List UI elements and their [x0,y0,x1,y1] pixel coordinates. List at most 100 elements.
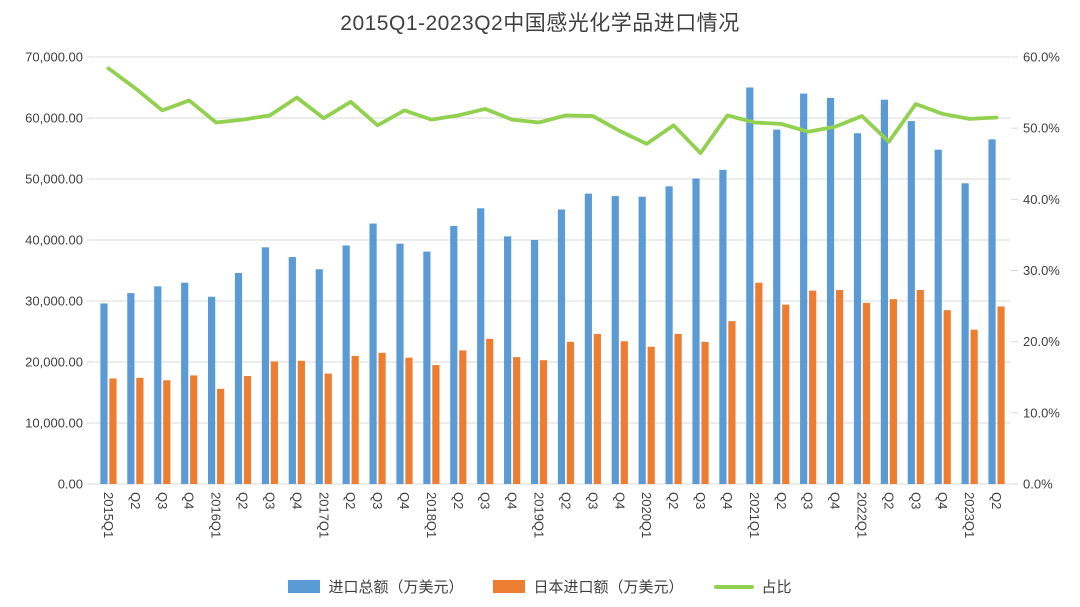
y-axis-label-left: 30,000.00 [25,294,83,309]
bar-japan-import [620,341,628,484]
bar-total-import [611,196,619,484]
bar-japan-import [889,299,897,484]
bar-total-import [261,247,270,484]
bar-japan-import [782,304,790,484]
bar-japan-import [217,388,225,484]
x-axis-label: Q2 [666,492,681,509]
bar-total-import [100,303,108,484]
x-axis-label: Q3 [908,492,923,509]
x-axis-label: 2021Q1 [747,492,762,538]
bar-japan-import [513,357,521,484]
bar-japan-import [136,377,144,484]
x-axis-label: Q4 [182,492,197,509]
bar-japan-import [674,333,682,484]
bar-total-import [234,272,243,484]
bar-total-import [746,87,754,484]
y-axis-label-right: 20.0% [1023,334,1060,349]
y-axis-label-right: 40.0% [1023,192,1060,207]
y-axis-label-right: 30.0% [1023,263,1060,278]
bar-japan-import [809,290,817,484]
bar-japan-import [109,378,117,484]
bar-total-import [181,282,189,484]
bar-japan-import [916,290,924,484]
bar-japan-import [459,350,467,484]
bar-total-import [853,133,862,484]
y-axis-label-right: 60.0% [1023,50,1060,65]
bar-total-import [907,121,915,485]
bar-total-import [127,293,135,484]
bar-japan-import [566,341,575,484]
x-axis-label: Q2 [881,492,896,509]
bar-total-import [584,193,592,484]
bar-total-import [450,225,458,484]
bar-total-import [719,169,727,484]
bar-total-import [665,186,673,484]
x-axis-label: Q2 [774,492,789,509]
x-axis-label: Q4 [397,492,412,509]
x-axis-label: Q2 [236,492,251,509]
x-axis-label: Q3 [693,492,708,509]
x-axis-label: 2023Q1 [962,492,977,538]
bar-japan-import [270,361,279,484]
bar-total-import [826,97,835,485]
bar-japan-import [324,373,332,484]
bar-total-import [692,178,700,484]
x-axis-label: Q4 [289,492,304,509]
x-axis-label: 2017Q1 [316,492,331,538]
bar-japan-import [701,341,709,484]
x-axis-label: Q3 [801,492,816,509]
x-axis-label: Q4 [612,492,627,509]
y-axis-label-left: 20,000.00 [25,355,83,370]
legend-item-japan-import: 日本进口额（万美元） [493,576,684,597]
y-axis-label-left: 70,000.00 [25,50,83,65]
legend-swatch-total-bar [288,580,321,593]
bar-japan-import [755,282,763,484]
legend-label-japan-import: 日本进口额（万美元） [533,579,684,596]
bar-japan-import [163,380,171,484]
x-axis-label: Q3 [155,492,170,509]
bar-japan-import [243,376,252,484]
bar-total-import [477,208,485,484]
bar-japan-import [297,360,305,484]
bar-total-import [934,149,942,484]
y-axis-label-left: 10,000.00 [25,416,83,431]
bar-total-import [154,286,162,484]
bar-total-import [961,183,969,484]
bar-japan-import [539,360,548,484]
bar-japan-import [647,346,655,484]
bar-japan-import [862,302,871,484]
x-axis-label: Q2 [558,492,573,509]
x-axis-label: Q3 [262,492,277,509]
legend-item-ratio: 占比 [713,576,792,597]
bar-total-import [208,296,216,484]
x-axis-label: Q4 [720,492,735,509]
bar-total-import [557,209,566,484]
x-axis-label: Q4 [828,492,843,509]
bar-japan-import [943,310,951,484]
legend-label-total-import: 进口总额（万美元） [328,579,464,596]
bar-japan-import [728,321,736,484]
bar-total-import [773,129,781,484]
bar-japan-import [405,357,413,484]
bar-total-import [988,139,996,484]
y-axis-label-right: 10.0% [1023,405,1060,420]
chart-legend: 进口总额（万美元） 日本进口额（万美元） 占比 [0,576,1080,597]
ratio-line [106,66,999,155]
bar-japan-import [351,355,359,484]
bar-japan-import [835,290,844,484]
legend-label-ratio: 占比 [761,579,792,596]
x-axis-label: 2022Q1 [854,492,869,538]
y-axis-label-left: 0.00 [58,477,83,492]
bar-japan-import [970,329,978,484]
bar-total-import [880,99,888,484]
x-axis-label: 2016Q1 [209,492,224,538]
bar-total-import [423,251,431,484]
y-axis-label-left: 60,000.00 [25,111,83,126]
bar-japan-import [997,306,1005,484]
x-axis-label: Q2 [128,492,143,509]
combo-chart-plot: 0.00 10,000.00 20,000.00 30,000.00 40,000.00… [25,50,1060,539]
bar-total-import [315,269,323,484]
bar-total-import [638,196,646,484]
x-axis-label: Q3 [478,492,493,509]
